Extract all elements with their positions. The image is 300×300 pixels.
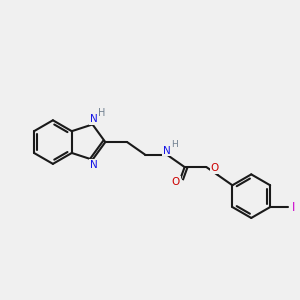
- Text: I: I: [292, 201, 296, 214]
- Text: N: N: [90, 115, 98, 124]
- Text: N: N: [163, 146, 171, 156]
- Text: N: N: [90, 160, 98, 170]
- Text: O: O: [211, 163, 219, 173]
- Text: H: H: [171, 140, 178, 149]
- Text: H: H: [98, 108, 105, 118]
- Text: O: O: [172, 177, 180, 187]
